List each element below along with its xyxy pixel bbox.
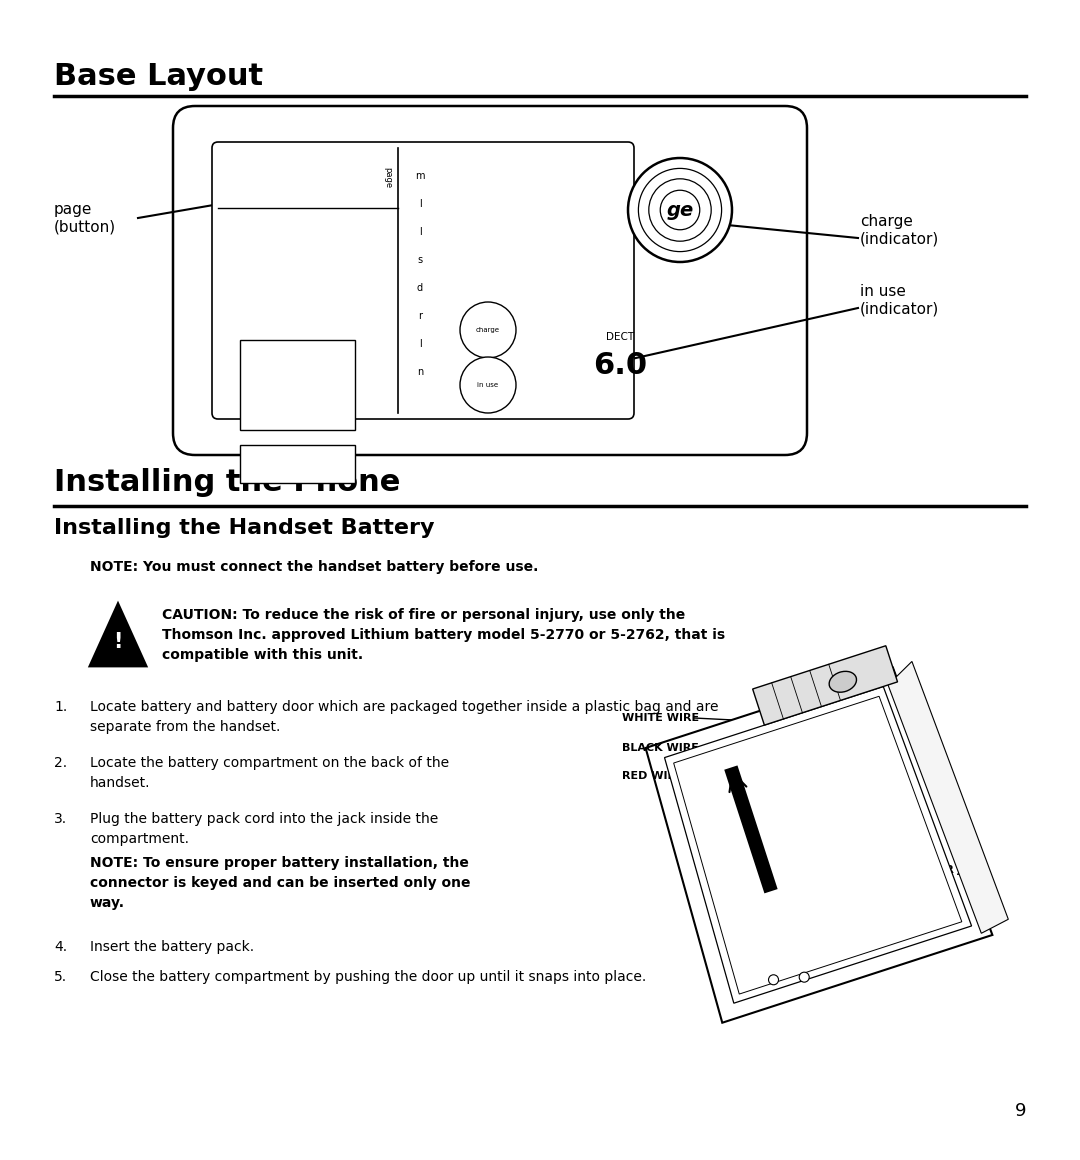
Text: Insert the battery pack.: Insert the battery pack. <box>90 940 254 954</box>
Text: 5.: 5. <box>54 970 67 984</box>
Text: connector is keyed and can be inserted only one: connector is keyed and can be inserted o… <box>90 876 471 890</box>
Text: CAUTION: To reduce the risk of fire or personal injury, use only the: CAUTION: To reduce the risk of fire or p… <box>162 608 685 622</box>
Text: 2.: 2. <box>54 756 67 770</box>
Text: compatible with this unit.: compatible with this unit. <box>162 648 363 662</box>
FancyBboxPatch shape <box>212 142 634 419</box>
Text: n: n <box>417 367 423 377</box>
Text: way.: way. <box>90 896 125 909</box>
Text: 6.0: 6.0 <box>593 350 647 379</box>
Text: POWER JACK: POWER JACK <box>908 865 987 875</box>
Text: NOTE: You must connect the handset battery before use.: NOTE: You must connect the handset batte… <box>90 560 538 574</box>
Text: RED WIRE: RED WIRE <box>622 771 684 781</box>
Bar <box>240 340 355 430</box>
Circle shape <box>769 974 779 985</box>
Text: Thomson Inc. approved Lithium battery model 5-2770 or 5-2762, that is: Thomson Inc. approved Lithium battery mo… <box>162 628 725 641</box>
Text: s: s <box>418 255 422 264</box>
Text: Close the battery compartment by pushing the door up until it snaps into place.: Close the battery compartment by pushing… <box>90 970 646 984</box>
Text: 9: 9 <box>1014 1102 1026 1121</box>
Text: l: l <box>419 227 421 237</box>
Polygon shape <box>90 604 146 666</box>
Text: 3.: 3. <box>54 812 67 826</box>
Text: !: ! <box>113 632 123 652</box>
Ellipse shape <box>829 672 856 693</box>
Text: Locate battery and battery door which are packaged together inside a plastic bag: Locate battery and battery door which ar… <box>90 699 718 715</box>
Text: Locate the battery compartment on the back of the: Locate the battery compartment on the ba… <box>90 756 449 770</box>
Text: Base Layout: Base Layout <box>54 61 264 90</box>
Text: page
(button): page (button) <box>54 202 117 234</box>
Circle shape <box>460 302 516 358</box>
FancyBboxPatch shape <box>173 106 807 455</box>
Text: 4.: 4. <box>54 940 67 954</box>
Polygon shape <box>888 661 1009 934</box>
Text: in use
(indicator): in use (indicator) <box>860 284 940 317</box>
Polygon shape <box>664 687 972 1003</box>
Bar <box>240 445 355 483</box>
Text: Installing the Phone: Installing the Phone <box>54 467 401 496</box>
Text: l: l <box>419 200 421 209</box>
Text: Plug the battery pack cord into the jack inside the: Plug the battery pack cord into the jack… <box>90 812 438 826</box>
Text: in use: in use <box>477 382 499 387</box>
Text: separate from the handset.: separate from the handset. <box>90 720 281 734</box>
Circle shape <box>799 972 809 983</box>
Text: r: r <box>418 311 422 321</box>
Text: handset.: handset. <box>90 776 150 790</box>
Text: DECT: DECT <box>606 332 634 342</box>
Text: Installing the Handset Battery: Installing the Handset Battery <box>54 519 434 538</box>
Text: ge: ge <box>666 201 693 219</box>
Text: BLACK WIRE: BLACK WIRE <box>622 744 699 753</box>
Text: NOTE: To ensure proper battery installation, the: NOTE: To ensure proper battery installat… <box>90 856 469 870</box>
Circle shape <box>460 357 516 413</box>
Circle shape <box>627 158 732 262</box>
Text: charge: charge <box>476 327 500 333</box>
Text: compartment.: compartment. <box>90 832 189 846</box>
Text: d: d <box>417 283 423 293</box>
Text: 1.: 1. <box>54 699 67 715</box>
Polygon shape <box>753 646 897 725</box>
Text: charge
(indicator): charge (indicator) <box>860 213 940 246</box>
Polygon shape <box>646 668 993 1023</box>
Text: WHITE WIRE: WHITE WIRE <box>622 713 699 723</box>
Text: page: page <box>383 167 392 189</box>
Text: m: m <box>415 171 424 181</box>
Text: l: l <box>419 339 421 349</box>
